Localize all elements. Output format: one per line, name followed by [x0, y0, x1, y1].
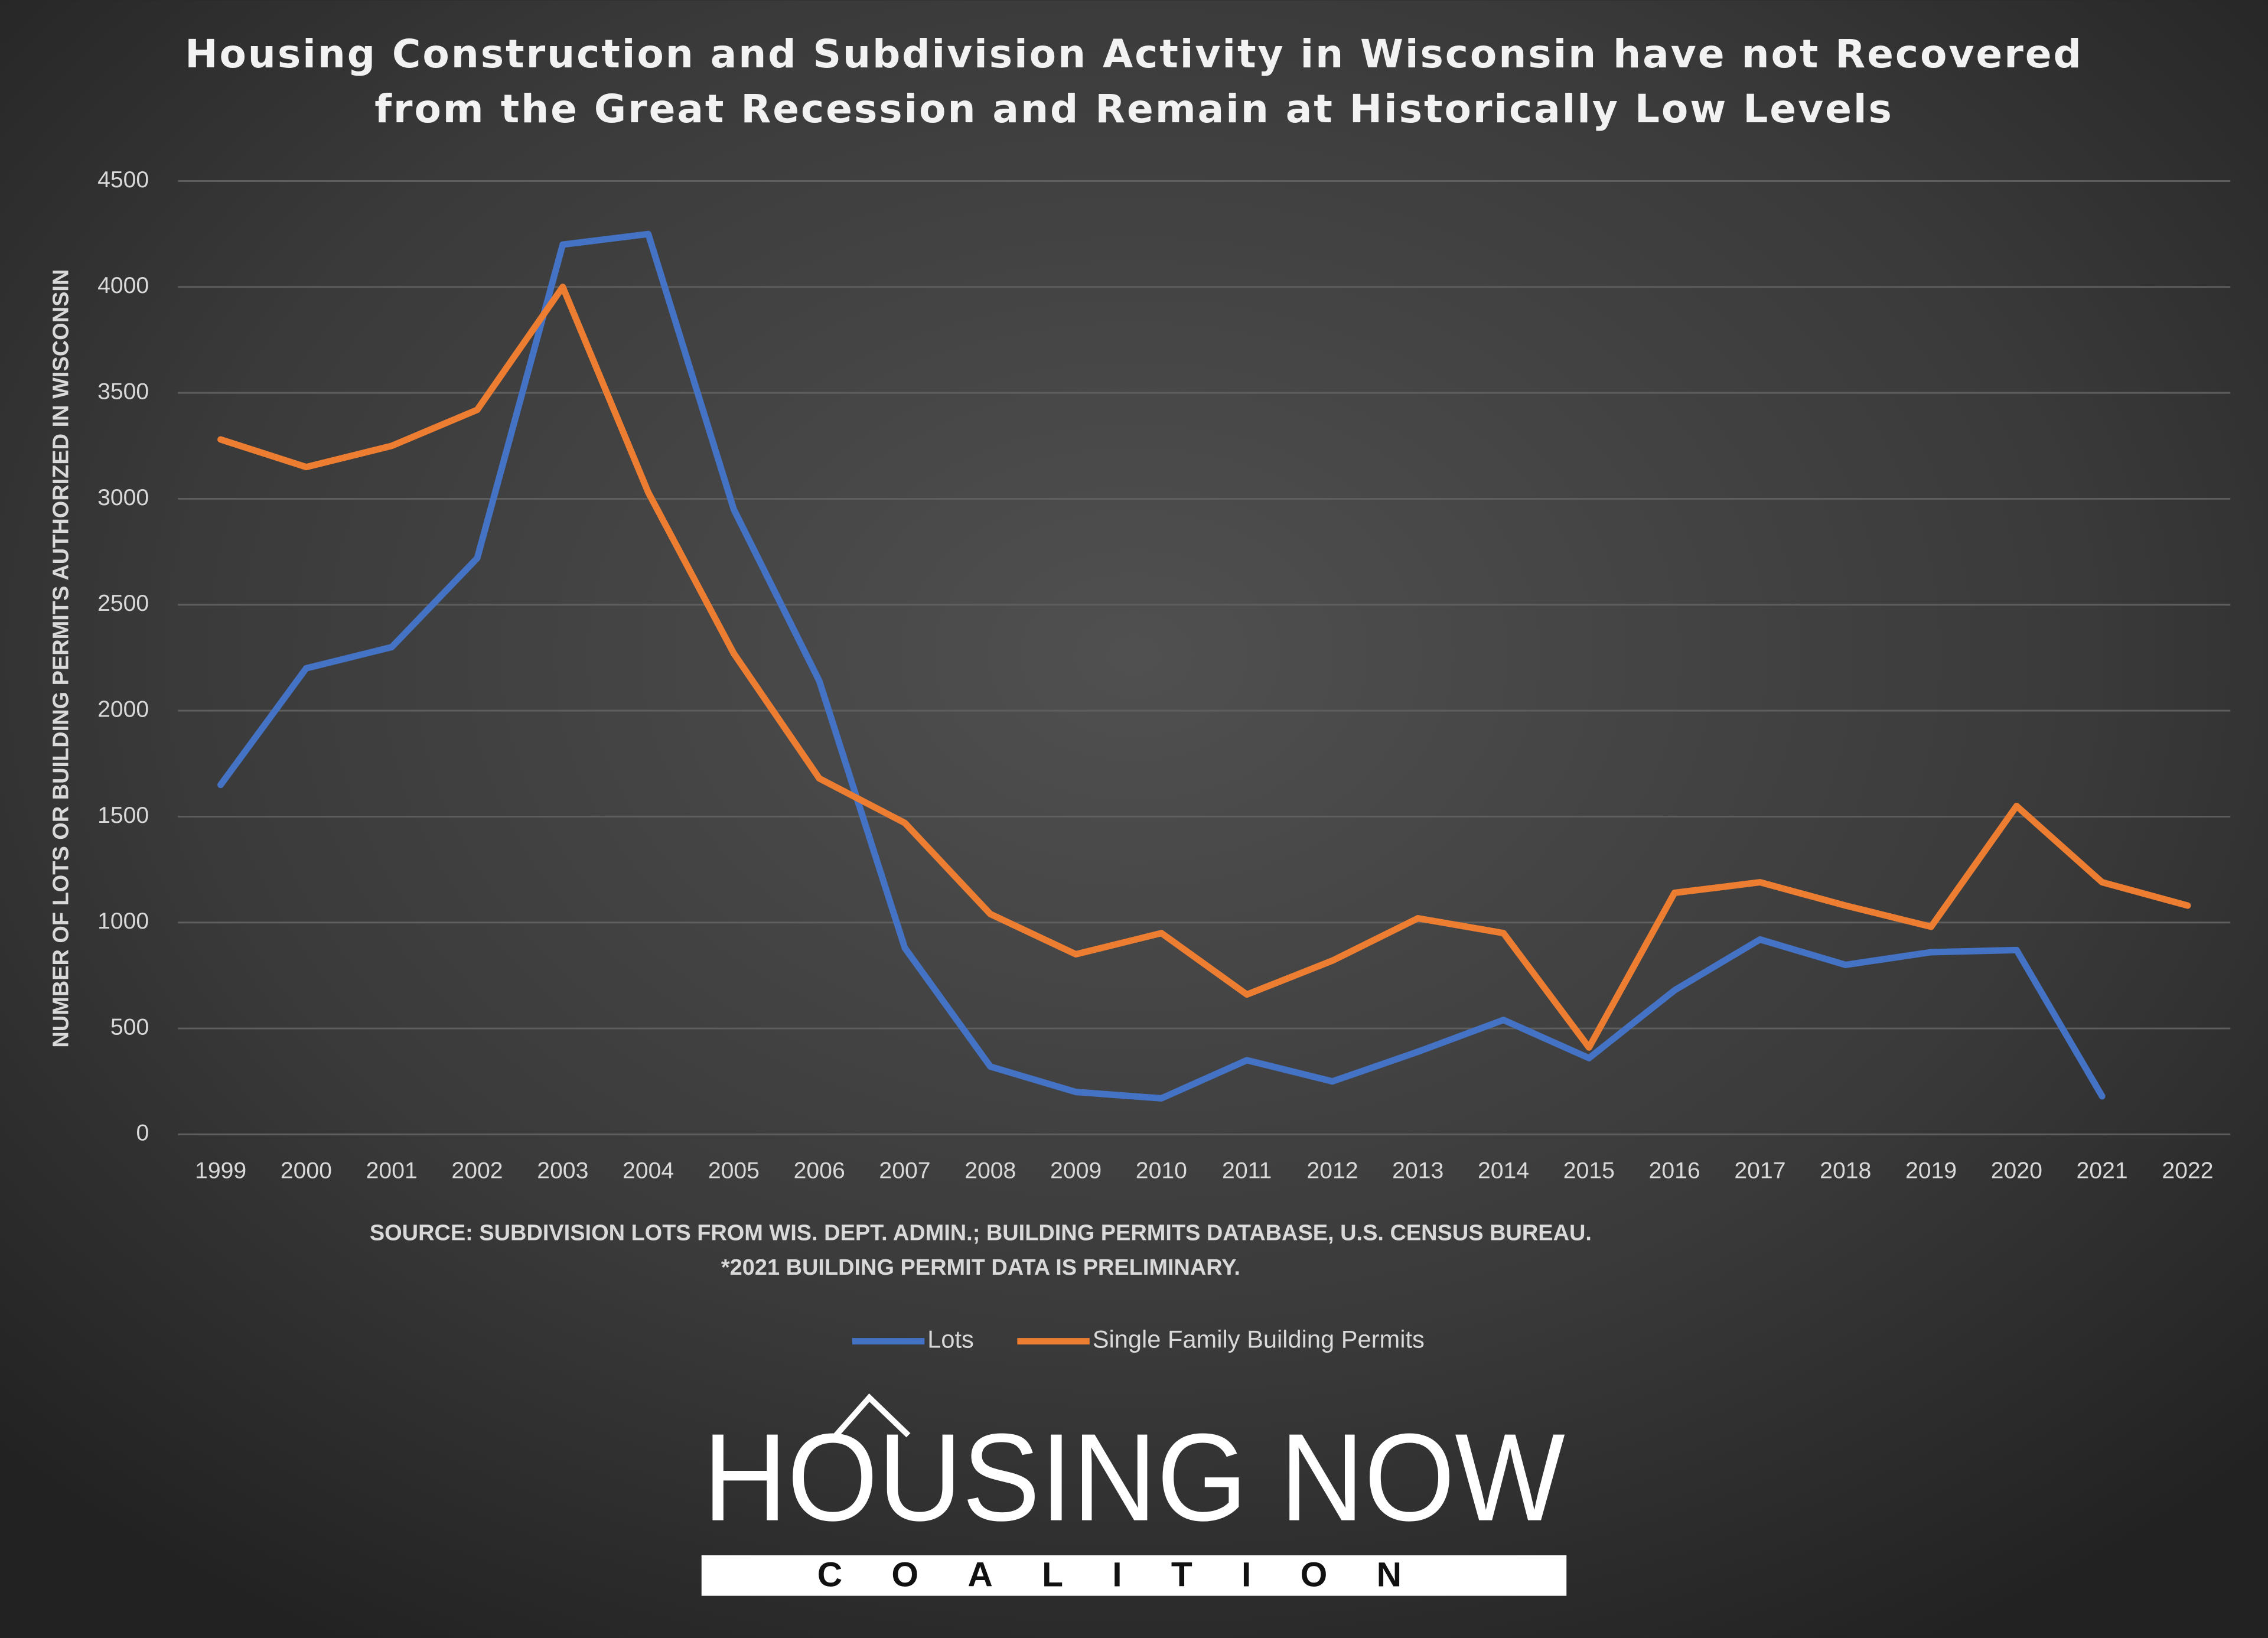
chart-title: Housing Construction and Subdivision Act…	[185, 31, 2083, 77]
x-tick-label: 2005	[708, 1158, 760, 1183]
logo: HOUSING NOW COALITION	[701, 1393, 1567, 1596]
x-tick-label: 2018	[1820, 1158, 1871, 1183]
legend: Lots Single Family Building Permits	[852, 1326, 1425, 1353]
series-line	[217, 284, 2191, 1051]
x-tick-label: 2014	[1478, 1158, 1529, 1183]
x-tick-label: 2019	[1905, 1158, 1957, 1183]
x-tick-label: 2022	[2162, 1158, 2213, 1183]
y-tick-label: 1000	[97, 908, 149, 934]
legend-label: Lots	[927, 1326, 974, 1353]
x-tick-label: 2004	[623, 1158, 674, 1183]
logo-band	[701, 1555, 1567, 1596]
preliminary-note: *2021 BUILDING PERMIT DATA IS PRELIMINAR…	[721, 1255, 1240, 1280]
x-tick-label: 2003	[537, 1158, 588, 1183]
logo-name: HOUSING NOW	[703, 1408, 1565, 1547]
x-tick-label: 2015	[1563, 1158, 1615, 1183]
chart-title: from the Great Recession and Remain at H…	[374, 86, 1894, 132]
logo-roof	[833, 1393, 911, 1438]
x-tick-label: 2017	[1734, 1158, 1785, 1183]
x-tick-label: 2010	[1136, 1158, 1187, 1183]
x-tick-label: 2007	[879, 1158, 930, 1183]
legend-label: Single Family Building Permits	[1093, 1326, 1425, 1353]
x-tick-label: 2002	[451, 1158, 503, 1183]
source-note: SOURCE: SUBDIVISION LOTS FROM WIS. DEPT.…	[370, 1220, 1592, 1245]
logo-tagline: COALITION	[817, 1555, 1451, 1594]
y-tick-label: 2500	[97, 591, 149, 616]
series-line	[217, 230, 2106, 1102]
y-tick-label: 0	[136, 1121, 149, 1146]
y-tick-label: 4500	[97, 167, 149, 193]
x-tick-label: 2016	[1649, 1158, 1700, 1183]
y-tick-label: 4000	[97, 273, 149, 298]
x-tick-label: 2021	[2077, 1158, 2128, 1183]
x-tick-label: 2011	[1222, 1158, 1272, 1183]
x-tick-label: 1999	[195, 1158, 246, 1183]
y-tick-label: 3500	[97, 379, 149, 404]
y-tick-label: 500	[110, 1014, 149, 1040]
x-tick-label: 2020	[1991, 1158, 2042, 1183]
x-tick-label: 2008	[964, 1158, 1016, 1183]
y-tick-label: 1500	[97, 803, 149, 828]
plot-area: 0 500 1000 1500 2000 2500 3000 3500 4000 4500 1999…	[97, 167, 2231, 1353]
y-tick-label: 3000	[97, 485, 149, 510]
x-tick-label: 2000	[281, 1158, 332, 1183]
x-tick-label: 2013	[1392, 1158, 1443, 1183]
x-tick-label: 2012	[1306, 1158, 1358, 1183]
x-tick-label: 2006	[794, 1158, 845, 1183]
y-axis-label: NUMBER OF LOTS OR BUILDING PERMITS AUTHO…	[48, 269, 73, 1048]
y-tick-label: 2000	[97, 696, 149, 722]
x-tick-label: 2009	[1050, 1158, 1102, 1183]
x-tick-label: 2001	[366, 1158, 418, 1183]
